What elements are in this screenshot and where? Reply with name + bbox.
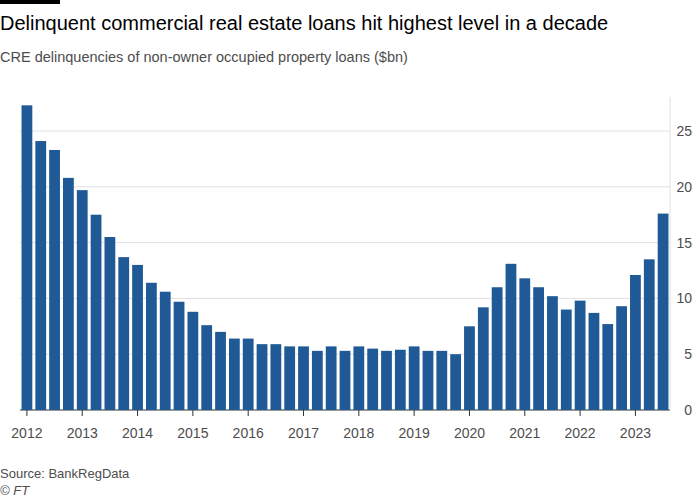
source: Source: BankRegData bbox=[0, 466, 130, 481]
x-tick bbox=[358, 410, 359, 416]
bar bbox=[77, 190, 88, 410]
bar bbox=[492, 287, 503, 410]
bar bbox=[436, 351, 447, 410]
x-tick bbox=[580, 410, 581, 416]
credit: © FT bbox=[0, 483, 30, 498]
bar bbox=[35, 141, 46, 410]
bar bbox=[49, 150, 60, 410]
bar bbox=[118, 257, 129, 410]
x-axis: 2012 2013 2014 2015 2016 2017 2018 2019 2020 2021… bbox=[11, 410, 651, 441]
y-tick-label: 15 bbox=[676, 235, 692, 251]
y-tick-label: 25 bbox=[676, 123, 692, 139]
bar bbox=[506, 264, 517, 410]
bar bbox=[575, 301, 586, 410]
x-tick-label: 2018 bbox=[343, 425, 374, 441]
grid-line bbox=[20, 186, 670, 187]
bar bbox=[602, 324, 613, 410]
bar bbox=[561, 310, 572, 410]
header-bar bbox=[0, 0, 60, 4]
grid-line bbox=[20, 131, 670, 132]
x-tick-label: 2017 bbox=[288, 425, 319, 441]
bar bbox=[215, 332, 226, 410]
bar bbox=[326, 346, 337, 410]
bar bbox=[395, 350, 406, 410]
bar bbox=[658, 214, 669, 410]
bar bbox=[201, 325, 212, 410]
bar bbox=[132, 265, 143, 410]
bar bbox=[63, 178, 74, 410]
x-tick bbox=[469, 410, 470, 416]
x-tick bbox=[137, 410, 138, 416]
bar bbox=[298, 346, 309, 410]
x-tick-label: 2019 bbox=[399, 425, 430, 441]
x-tick bbox=[414, 410, 415, 416]
bar bbox=[533, 287, 544, 410]
bar bbox=[257, 344, 268, 410]
bar bbox=[616, 306, 627, 410]
bar bbox=[187, 312, 198, 410]
bar bbox=[547, 296, 558, 410]
x-tick-label: 2012 bbox=[11, 425, 42, 441]
x-tick bbox=[26, 410, 27, 416]
bar bbox=[284, 346, 295, 410]
bar bbox=[423, 351, 434, 410]
bar bbox=[229, 339, 240, 410]
x-tick-label: 2016 bbox=[233, 425, 264, 441]
x-tick bbox=[303, 410, 304, 416]
x-tick-label: 2014 bbox=[122, 425, 153, 441]
bar bbox=[270, 344, 281, 410]
bar bbox=[409, 346, 420, 410]
bar bbox=[105, 237, 116, 410]
bar bbox=[340, 351, 351, 410]
bar bbox=[91, 215, 102, 410]
x-tick-label: 2013 bbox=[67, 425, 98, 441]
bar bbox=[381, 351, 392, 410]
x-tick bbox=[192, 410, 193, 416]
title: Delinquent commercial real estate loans … bbox=[0, 12, 608, 34]
x-tick bbox=[248, 410, 249, 416]
bar bbox=[519, 278, 530, 410]
bar bbox=[367, 349, 378, 410]
bar bbox=[312, 351, 323, 410]
bars bbox=[22, 105, 669, 410]
bar bbox=[174, 302, 185, 410]
bar bbox=[146, 283, 157, 410]
bar bbox=[644, 259, 655, 410]
bar bbox=[160, 292, 171, 410]
x-tick-label: 2023 bbox=[620, 425, 651, 441]
x-tick-label: 2015 bbox=[177, 425, 208, 441]
bar bbox=[589, 313, 600, 410]
y-tick-label: 5 bbox=[684, 346, 692, 362]
chart-container: Delinquent commercial real estate loans … bbox=[0, 0, 700, 500]
chart: Delinquent commercial real estate loans … bbox=[0, 0, 700, 500]
bar bbox=[478, 307, 489, 410]
y-axis: 0 5 10 15 20 25 bbox=[20, 98, 692, 418]
x-tick bbox=[82, 410, 83, 416]
x-tick-label: 2022 bbox=[565, 425, 596, 441]
x-tick bbox=[635, 410, 636, 416]
bar bbox=[630, 275, 641, 410]
y-tick-label: 10 bbox=[676, 290, 692, 306]
bar bbox=[464, 326, 475, 410]
y-axis-line bbox=[670, 98, 671, 410]
bar bbox=[22, 105, 33, 410]
x-tick-label: 2020 bbox=[454, 425, 485, 441]
y-tick-label: 0 bbox=[684, 402, 692, 418]
x-tick-label: 2021 bbox=[509, 425, 540, 441]
grid-line bbox=[20, 298, 670, 299]
grid-line bbox=[20, 242, 670, 243]
subtitle: CRE delinquencies of non-owner occupied … bbox=[0, 49, 408, 65]
y-tick-label: 20 bbox=[676, 179, 692, 195]
bar bbox=[450, 354, 461, 410]
bar bbox=[243, 339, 254, 410]
bar bbox=[353, 346, 364, 410]
x-tick bbox=[524, 410, 525, 416]
